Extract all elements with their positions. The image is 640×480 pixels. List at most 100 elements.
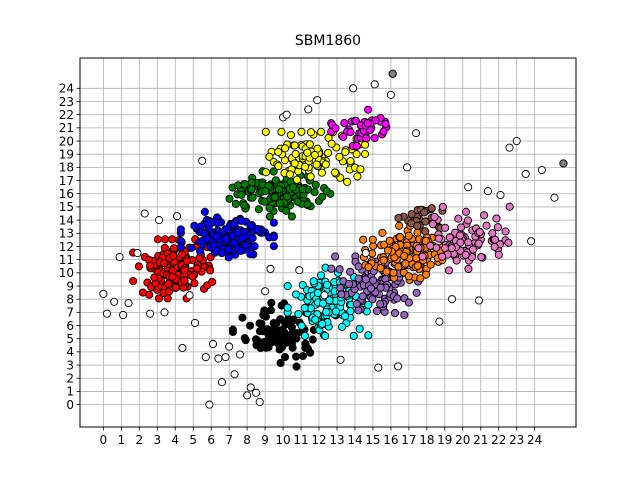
cluster-point — [504, 238, 513, 247]
noise-point — [512, 136, 521, 146]
cluster-point — [323, 280, 332, 289]
x-tick-label: 11 — [293, 433, 308, 447]
cluster-point — [160, 235, 170, 244]
cluster-point — [176, 225, 185, 234]
cluster-point — [354, 262, 363, 271]
cluster-point — [364, 105, 373, 114]
y-tick-label: 0 — [66, 398, 74, 412]
noise-point — [320, 291, 329, 300]
cluster-point — [176, 243, 185, 252]
noise-point — [295, 266, 304, 275]
x-tick-label: 8 — [243, 433, 251, 447]
cluster-point — [293, 197, 302, 206]
noise-point — [119, 310, 128, 320]
cluster-point — [303, 200, 312, 209]
cluster-point — [401, 259, 410, 268]
noise-point — [115, 252, 124, 262]
cluster-point — [292, 352, 301, 361]
cluster-point — [164, 279, 173, 288]
cluster-point — [288, 183, 298, 192]
cluster-point — [134, 262, 143, 271]
noise-point — [527, 237, 536, 246]
cluster-point — [338, 322, 347, 331]
cluster-point — [290, 159, 299, 168]
cluster-point — [257, 319, 266, 328]
noise-point — [313, 96, 322, 105]
noise-point — [304, 105, 313, 114]
cluster-point — [445, 233, 454, 242]
cluster-point — [400, 251, 409, 260]
cluster-point — [238, 313, 247, 322]
noise-point — [361, 248, 370, 258]
cluster-point — [285, 170, 295, 179]
cluster-point — [312, 160, 321, 169]
cluster-point — [421, 217, 430, 226]
cluster-point — [416, 274, 425, 283]
y-tick-label: 2 — [66, 372, 74, 386]
cluster-point — [246, 321, 255, 330]
cluster-point — [212, 232, 221, 241]
cluster-point — [341, 147, 350, 157]
cluster-point — [230, 238, 239, 247]
cluster-point — [225, 194, 234, 203]
cluster-point — [317, 127, 326, 136]
cluster-point — [269, 233, 278, 242]
cluster-point — [353, 172, 362, 181]
cluster-point — [305, 140, 314, 149]
noise-point — [160, 308, 169, 317]
y-tick-label: 20 — [59, 134, 74, 148]
noise-point — [178, 343, 187, 352]
cluster-point — [343, 177, 352, 186]
cluster-point — [154, 294, 164, 303]
cluster-point — [358, 292, 367, 301]
noise-point — [208, 339, 218, 349]
cluster-point — [246, 221, 255, 230]
cluster-point — [379, 256, 388, 265]
points — [99, 69, 568, 409]
cluster-point — [238, 233, 247, 242]
cluster-point — [281, 144, 290, 153]
cluster-point — [180, 276, 189, 285]
cluster-point — [490, 242, 499, 251]
cluster-point — [438, 202, 447, 211]
noise-point — [537, 165, 546, 175]
cluster-point — [288, 343, 297, 352]
y-tick-label: 3 — [66, 358, 74, 372]
x-tick-label: 21 — [473, 433, 488, 447]
x-tick-label: 6 — [207, 433, 215, 447]
cluster-point — [202, 234, 211, 243]
cluster-point — [331, 124, 340, 133]
cluster-point — [275, 340, 284, 349]
cluster-point — [362, 134, 371, 143]
cluster-point — [277, 127, 286, 136]
noise-point — [230, 370, 239, 379]
cluster-point — [150, 273, 159, 282]
cluster-point — [269, 167, 278, 176]
y-tick-label: 24 — [59, 82, 74, 96]
cluster-point — [169, 244, 179, 253]
cluster-point — [385, 236, 394, 245]
x-tick-label: 22 — [491, 433, 506, 447]
cluster-point — [285, 335, 294, 344]
cluster-point — [395, 221, 404, 230]
noise-point — [261, 287, 270, 296]
cluster-point — [325, 296, 334, 305]
cluster-point — [298, 351, 308, 361]
cluster-point — [274, 185, 283, 194]
cluster-point — [271, 176, 280, 185]
noise-point — [146, 309, 155, 318]
cluster-point — [469, 245, 478, 254]
cluster-point — [322, 307, 331, 317]
cluster-point — [250, 242, 259, 251]
cluster-point — [190, 221, 199, 230]
cluster-point — [434, 234, 443, 243]
noise-point — [282, 110, 291, 119]
cluster-point — [376, 283, 385, 292]
x-tick-label: 16 — [383, 433, 398, 447]
cluster-point — [278, 325, 287, 334]
cluster-point — [286, 130, 295, 140]
cluster-point — [297, 321, 306, 330]
cluster-point — [300, 331, 310, 340]
x-axis: 0 1 2 3 4 5 6 7 8 9 10 11 12 13 14 15 16 17 18 19 20 21 22 23 24 — [100, 427, 542, 447]
